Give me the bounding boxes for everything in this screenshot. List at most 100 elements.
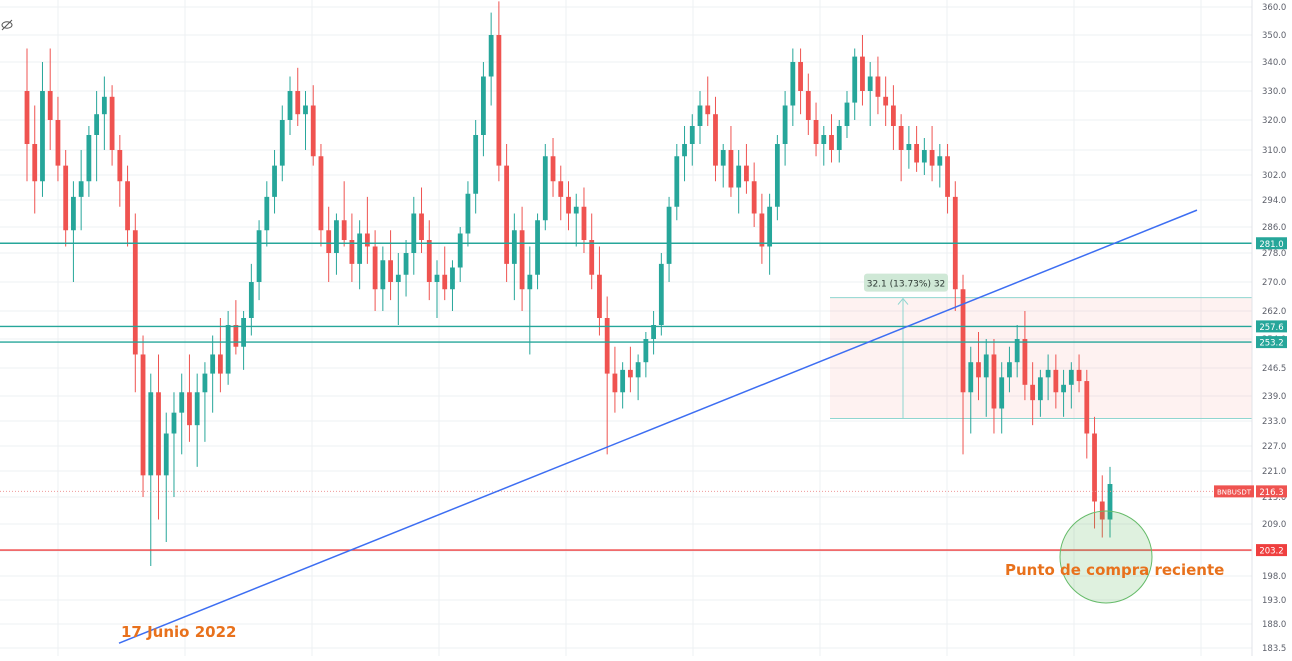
candle-body (805, 91, 811, 120)
candle-body (109, 96, 115, 150)
symbol-tag (1214, 485, 1254, 498)
candle-body (1007, 362, 1012, 378)
y-tick-label: 188.0 (1262, 620, 1286, 630)
price-line-badge (1256, 320, 1287, 333)
candle-body (434, 274, 440, 282)
candle-body (891, 105, 896, 126)
candle-body (813, 120, 819, 144)
candle-body (140, 354, 146, 476)
y-tick-label: 262.0 (1262, 307, 1286, 317)
y-tick-label: 350.0 (1262, 31, 1286, 41)
candle-body (450, 267, 455, 290)
candle-body (782, 105, 788, 144)
candle-body (1045, 369, 1051, 378)
candle-body (759, 213, 765, 247)
candle-body (875, 76, 881, 97)
candle-body (589, 240, 595, 275)
y-tick-label: 239.0 (1262, 392, 1286, 402)
candle-body (364, 233, 370, 247)
candle-body (581, 206, 587, 240)
candle-body (457, 233, 463, 268)
candle-body (867, 76, 873, 91)
candle-body (620, 369, 626, 393)
candle-body (852, 56, 858, 103)
candle-body (666, 206, 672, 264)
candle-body (156, 392, 161, 476)
measure-arrowhead (897, 297, 909, 305)
candle-body (945, 156, 950, 197)
candle-body (558, 181, 564, 197)
price-line-badge (1256, 237, 1287, 250)
candle-body (511, 230, 517, 264)
y-tick-label: 302.0 (1262, 171, 1286, 181)
candle-body (983, 354, 989, 378)
candle-body (210, 354, 216, 374)
candle-body (1022, 339, 1028, 385)
candle-body (728, 150, 734, 188)
candle-body (1053, 369, 1059, 393)
candle-body (71, 196, 76, 231)
candle-body (651, 325, 656, 339)
candle-body (496, 35, 502, 166)
candle-body (976, 362, 981, 378)
measure-label-bg (864, 273, 948, 292)
candle-body (960, 289, 966, 393)
candle-body (542, 156, 548, 221)
candle-body (334, 220, 339, 253)
y-tick-label: 246.5 (1262, 364, 1286, 374)
candle-body (233, 325, 239, 347)
candle-body (883, 96, 889, 106)
y-tick-label: 330.0 (1262, 87, 1286, 97)
candle-body (279, 120, 285, 166)
y-tick-label: 360.0 (1262, 3, 1286, 13)
candle-body (372, 246, 378, 290)
candle-body (991, 354, 997, 409)
candle-body (1099, 501, 1105, 520)
candle-body (1092, 433, 1097, 502)
price-axis: 360.0 350.0 340.0 330.0 320.0 310.0 302.0 294.0… (1214, 0, 1292, 656)
candle-body (341, 220, 347, 240)
candle-body (682, 144, 687, 157)
candle-body (179, 392, 185, 413)
candle-body (357, 233, 363, 264)
candle-body (550, 156, 556, 182)
last-price-badge (1256, 485, 1287, 498)
candle-body (171, 412, 177, 434)
candle-body (860, 56, 865, 91)
candle-body (774, 144, 780, 207)
price-line-badge-label: 281.0 (1259, 240, 1283, 250)
y-tick-label: 193.0 (1262, 596, 1286, 606)
candle-body (914, 144, 920, 163)
candle-body (566, 196, 571, 214)
candle-body (767, 206, 773, 247)
candle-body (829, 135, 834, 150)
grid (0, 0, 1252, 656)
candle-body (1061, 384, 1066, 393)
candle-body (63, 165, 69, 231)
candle-body (1030, 384, 1036, 401)
candle-body (573, 206, 579, 214)
candle-body (906, 144, 912, 150)
candle-body (287, 91, 293, 120)
y-tick-label: 294.0 (1262, 196, 1286, 206)
candle-body (194, 392, 200, 426)
candle-body (148, 392, 154, 476)
y-tick-label: 183.5 (1262, 644, 1286, 654)
candle-body (481, 76, 486, 135)
candle-body (132, 230, 138, 355)
y-tick-label: 198.0 (1262, 572, 1286, 582)
candle-body (535, 220, 540, 275)
candle-body (689, 126, 695, 144)
candle-body (411, 213, 417, 253)
price-line-badge-label: 257.6 (1259, 323, 1283, 333)
candle-body (264, 196, 270, 231)
candle-body (604, 318, 610, 374)
measure-label: 32.1 (13.73%) 32 (867, 280, 946, 290)
candle-body (1014, 339, 1020, 363)
candle-body (1037, 377, 1043, 401)
y-tick-label: 221.0 (1262, 467, 1286, 477)
candle-body (86, 135, 92, 182)
candle-body (635, 362, 641, 378)
y-tick-label: 215.0 (1262, 493, 1286, 503)
